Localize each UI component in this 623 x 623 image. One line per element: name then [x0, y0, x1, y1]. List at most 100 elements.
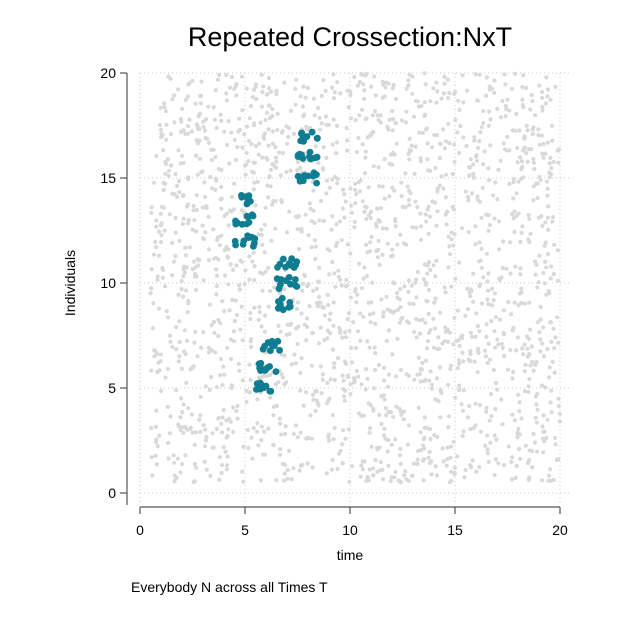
background-point — [477, 139, 482, 144]
background-point — [437, 183, 442, 188]
background-point — [478, 403, 483, 408]
background-point — [435, 186, 440, 191]
background-point — [543, 101, 549, 106]
background-point — [363, 155, 368, 160]
background-point — [541, 354, 547, 359]
background-point — [483, 443, 488, 448]
background-point — [428, 437, 433, 442]
background-point — [369, 444, 374, 449]
background-point — [327, 438, 332, 443]
background-point — [438, 142, 443, 147]
background-point — [426, 168, 431, 173]
background-point — [420, 317, 425, 322]
background-point — [264, 110, 269, 115]
background-point — [484, 322, 489, 327]
background-point — [324, 122, 329, 128]
y-tick-label: 5 — [108, 380, 116, 396]
background-point — [364, 205, 369, 210]
background-point — [299, 226, 304, 231]
highlight-point — [261, 367, 269, 374]
background-point — [421, 478, 426, 483]
background-point — [295, 435, 300, 440]
background-point — [390, 162, 395, 167]
background-point — [470, 191, 475, 196]
background-point — [502, 354, 507, 359]
background-point — [533, 272, 538, 277]
background-point — [270, 129, 275, 134]
background-point — [549, 123, 555, 128]
background-point — [359, 382, 364, 387]
background-point — [376, 165, 381, 170]
background-point — [431, 345, 437, 350]
background-point — [165, 366, 170, 371]
background-point — [486, 178, 492, 183]
background-point — [317, 127, 322, 132]
background-point — [168, 339, 173, 344]
background-point — [229, 130, 234, 135]
background-point — [195, 123, 200, 128]
background-point — [390, 352, 395, 357]
background-point — [427, 449, 432, 455]
background-point — [206, 104, 211, 109]
background-point — [426, 260, 431, 265]
background-point — [398, 446, 403, 452]
background-point — [166, 440, 171, 446]
background-point — [293, 423, 299, 428]
background-point — [406, 197, 412, 203]
highlight-point — [238, 220, 246, 228]
background-point — [257, 305, 262, 310]
background-point — [457, 150, 462, 155]
background-point — [455, 308, 460, 313]
background-point — [428, 267, 433, 272]
background-point — [406, 478, 411, 484]
background-point — [451, 342, 456, 347]
background-point — [532, 259, 538, 264]
background-point — [512, 300, 517, 305]
background-point — [168, 76, 173, 81]
background-point — [288, 322, 293, 327]
background-point — [364, 116, 369, 121]
background-point — [425, 346, 430, 351]
background-point — [224, 98, 229, 103]
background-point — [474, 469, 479, 474]
background-point — [214, 125, 219, 131]
background-point — [256, 317, 261, 322]
background-point — [241, 479, 246, 484]
background-point — [426, 311, 431, 317]
background-point — [444, 463, 449, 468]
background-point — [541, 325, 546, 330]
background-point — [384, 226, 389, 231]
background-point — [352, 225, 357, 230]
background-point — [478, 282, 483, 287]
background-point — [245, 427, 250, 432]
background-point — [471, 171, 476, 176]
background-point — [398, 480, 403, 485]
background-point — [412, 171, 417, 176]
background-point — [348, 116, 353, 121]
background-point — [433, 296, 438, 301]
background-point — [541, 429, 546, 434]
background-point — [320, 372, 325, 377]
background-point — [471, 175, 476, 180]
background-point — [428, 99, 433, 104]
background-point — [553, 442, 558, 447]
background-point — [422, 112, 427, 117]
background-point — [262, 329, 267, 334]
background-point — [418, 211, 423, 216]
background-point — [357, 189, 363, 194]
background-point — [525, 354, 530, 359]
background-point — [461, 135, 466, 140]
background-point — [492, 433, 497, 438]
background-point — [508, 271, 513, 276]
background-point — [181, 294, 186, 299]
background-point — [246, 445, 251, 451]
background-point — [402, 473, 407, 478]
background-point — [375, 447, 380, 452]
background-point — [188, 425, 193, 430]
background-point — [425, 157, 430, 162]
background-point — [298, 370, 303, 375]
background-point — [543, 240, 548, 245]
background-point — [415, 204, 420, 210]
background-point — [294, 214, 299, 219]
background-point — [279, 130, 284, 135]
